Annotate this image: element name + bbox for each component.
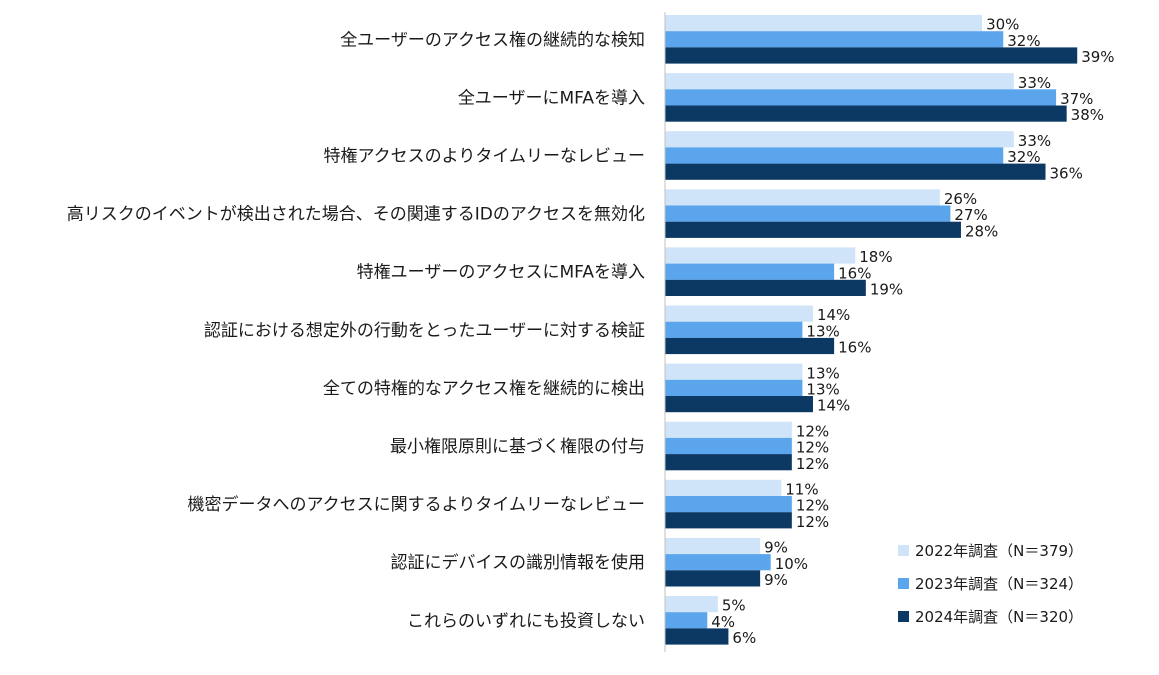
data-label: 18% [859, 248, 892, 266]
data-label: 39% [1081, 48, 1114, 66]
data-label: 11% [785, 481, 818, 499]
legend: 2022年調査（N＝379） 2023年調査（N＝324） 2024年調査（N＝32… [898, 542, 1083, 626]
data-label: 9% [764, 539, 788, 557]
data-label: 14% [817, 306, 850, 324]
bar-1-9 [665, 479, 782, 496]
data-label: 37% [1060, 90, 1093, 108]
legend-label: 2022年調査（N＝379） [915, 542, 1083, 560]
bar-1-4 [665, 189, 940, 206]
category-label: 特権アクセスのよりタイムリーなレビュー [324, 147, 645, 167]
category-label: 認証にデバイスの識別情報を使用 [391, 552, 646, 573]
data-label: 16% [838, 264, 871, 282]
category-label: 高リスクのイベントが検出された場合、その関連するIDのアクセスを無効化 [67, 205, 645, 225]
data-label: 26% [944, 190, 977, 208]
data-label: 16% [838, 339, 871, 357]
bar-1-1 [665, 15, 983, 32]
category-label: 認証における想定外の行動をとったユーザーに対する検証 [204, 321, 645, 341]
data-label: 13% [806, 381, 839, 399]
bar-1-3 [665, 131, 1014, 148]
data-label: 14% [817, 397, 850, 415]
data-label: 28% [965, 222, 998, 240]
category-label: 全ての特権的なアクセス権を継続的に検出 [323, 379, 645, 399]
legend-label: 2023年調査（N＝324） [915, 575, 1083, 593]
bar-2-5 [665, 263, 835, 280]
data-label: 12% [796, 455, 829, 473]
data-label: 10% [775, 555, 808, 573]
data-label: 12% [796, 513, 829, 531]
category-label: 最小権限原則に基づく権限の付与 [390, 437, 645, 457]
bar-2-8 [665, 437, 792, 455]
data-label: 38% [1071, 106, 1104, 124]
legend-swatch [898, 545, 909, 556]
data-label: 30% [986, 16, 1019, 34]
data-label: 9% [764, 571, 788, 589]
data-label: 33% [1018, 74, 1051, 92]
data-label: 32% [1007, 32, 1040, 50]
legend-label: 2024年調査（N＝320） [915, 608, 1083, 626]
bar-3-2 [665, 105, 1067, 122]
bar-2-3 [665, 147, 1004, 164]
legend-swatch [898, 578, 909, 589]
bar-2-9 [665, 496, 792, 513]
data-label: 36% [1050, 164, 1083, 182]
bar-2-11 [665, 612, 708, 629]
data-label: 5% [722, 597, 746, 615]
bar-1-6 [665, 305, 813, 322]
data-label: 12% [796, 422, 829, 440]
bar-3-6 [665, 337, 835, 355]
data-label: 32% [1007, 148, 1040, 166]
bar-2-2 [665, 89, 1057, 106]
category-label: 全ユーザーにMFAを導入 [458, 88, 645, 108]
category-label: 全ユーザーのアクセス権の継続的な検知 [340, 30, 645, 50]
data-label: 6% [732, 629, 756, 647]
bar-3-9 [665, 512, 792, 529]
data-label: 33% [1018, 132, 1051, 150]
bar-2-4 [665, 205, 951, 222]
bar-1-7 [665, 363, 803, 380]
category-label: これらのいずれにも投資しない [407, 611, 645, 631]
data-label: 19% [870, 281, 903, 299]
bar-2-7 [665, 379, 803, 396]
bar-3-11 [665, 628, 729, 645]
bar-2-10 [665, 554, 771, 571]
bars-group [665, 15, 1078, 645]
bar-1-10 [665, 537, 761, 555]
data-label: 13% [806, 322, 839, 340]
legend-swatch [898, 611, 909, 622]
bar-1-5 [665, 247, 856, 264]
bar-1-11 [665, 596, 718, 613]
bar-3-1 [665, 47, 1078, 64]
bar-2-1 [665, 31, 1004, 48]
bar-1-8 [665, 421, 792, 438]
bar-3-10 [665, 570, 761, 587]
bar-1-2 [665, 73, 1014, 90]
data-label: 27% [954, 206, 987, 224]
bar-2-6 [665, 321, 803, 338]
bar-3-3 [665, 163, 1046, 180]
data-label: 4% [711, 613, 735, 631]
labels-group: 全ユーザーのアクセス権の継続的な検知30%32%39%全ユーザーにMFAを導入3… [67, 16, 1115, 647]
category-label: 特権ユーザーのアクセスにMFAを導入 [357, 263, 645, 283]
bar-3-5 [665, 279, 866, 296]
data-label: 12% [796, 497, 829, 515]
category-label: 機密データへのアクセスに関するよりタイムリーなレビュー [188, 494, 645, 515]
bar-3-7 [665, 396, 813, 413]
bar-3-8 [665, 454, 792, 471]
bar-3-4 [665, 221, 961, 238]
data-label: 12% [796, 439, 829, 457]
data-label: 13% [806, 364, 839, 382]
